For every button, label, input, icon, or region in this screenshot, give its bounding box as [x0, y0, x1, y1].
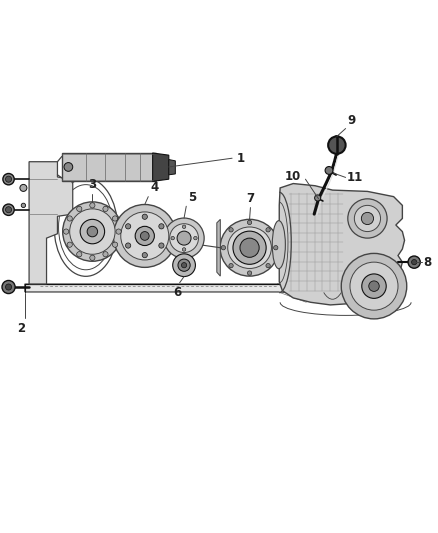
Circle shape [182, 225, 186, 229]
Circle shape [362, 274, 386, 298]
Circle shape [6, 284, 12, 290]
Circle shape [90, 255, 95, 261]
Circle shape [274, 246, 278, 250]
Circle shape [159, 243, 164, 248]
Text: 10: 10 [285, 171, 301, 183]
Circle shape [229, 228, 233, 232]
Circle shape [354, 205, 381, 231]
Circle shape [77, 252, 82, 257]
Circle shape [64, 163, 73, 171]
Circle shape [6, 207, 12, 213]
Circle shape [328, 136, 346, 154]
Circle shape [369, 281, 379, 292]
Text: 11: 11 [347, 172, 363, 184]
Text: 5: 5 [187, 191, 196, 204]
Circle shape [177, 231, 191, 245]
Circle shape [240, 238, 259, 257]
Circle shape [412, 260, 417, 265]
Circle shape [266, 228, 270, 232]
Circle shape [103, 206, 108, 212]
Circle shape [126, 224, 131, 229]
Circle shape [67, 242, 72, 247]
Circle shape [170, 224, 198, 253]
Circle shape [173, 254, 195, 277]
Circle shape [70, 209, 115, 254]
Circle shape [341, 253, 407, 319]
Circle shape [142, 253, 148, 258]
Polygon shape [62, 153, 155, 181]
Circle shape [2, 280, 15, 294]
Circle shape [182, 248, 186, 251]
Circle shape [126, 243, 131, 248]
Circle shape [142, 214, 148, 220]
Circle shape [67, 216, 72, 221]
Text: 2: 2 [18, 322, 26, 335]
Circle shape [171, 236, 174, 240]
Circle shape [135, 227, 154, 246]
Circle shape [194, 236, 197, 240]
Circle shape [164, 218, 204, 258]
Circle shape [361, 212, 374, 224]
Text: 7: 7 [246, 191, 254, 205]
Polygon shape [279, 183, 405, 305]
Ellipse shape [272, 221, 286, 269]
Circle shape [348, 199, 387, 238]
Circle shape [113, 216, 118, 221]
Circle shape [21, 203, 25, 207]
Circle shape [103, 252, 108, 257]
Polygon shape [217, 220, 220, 276]
Circle shape [20, 184, 27, 191]
Circle shape [77, 206, 82, 212]
Circle shape [229, 263, 233, 268]
Circle shape [350, 262, 398, 310]
Circle shape [408, 256, 420, 268]
Circle shape [178, 259, 190, 271]
Circle shape [3, 204, 14, 215]
Circle shape [221, 246, 226, 250]
Circle shape [247, 271, 252, 275]
Circle shape [3, 174, 14, 185]
Circle shape [113, 242, 118, 247]
Ellipse shape [220, 220, 279, 276]
Text: 3: 3 [88, 179, 96, 191]
Text: 9: 9 [347, 114, 355, 127]
Circle shape [90, 203, 95, 208]
Circle shape [325, 166, 333, 174]
Text: 1: 1 [237, 152, 244, 165]
Circle shape [141, 231, 149, 240]
Circle shape [266, 263, 270, 268]
Circle shape [247, 220, 252, 224]
Circle shape [87, 227, 98, 237]
Polygon shape [169, 159, 175, 175]
Circle shape [113, 205, 176, 268]
Circle shape [80, 220, 105, 244]
Text: 8: 8 [424, 256, 431, 269]
Circle shape [116, 229, 121, 234]
Text: 4: 4 [150, 181, 158, 194]
Polygon shape [25, 284, 306, 295]
Circle shape [121, 212, 169, 260]
Polygon shape [152, 153, 169, 181]
Circle shape [6, 176, 12, 182]
Circle shape [181, 263, 187, 268]
Circle shape [159, 224, 164, 229]
Polygon shape [29, 161, 73, 284]
Circle shape [64, 229, 69, 234]
Circle shape [63, 202, 122, 261]
Text: 6: 6 [173, 286, 182, 298]
Circle shape [314, 195, 321, 201]
Ellipse shape [228, 227, 272, 269]
Circle shape [233, 231, 266, 264]
